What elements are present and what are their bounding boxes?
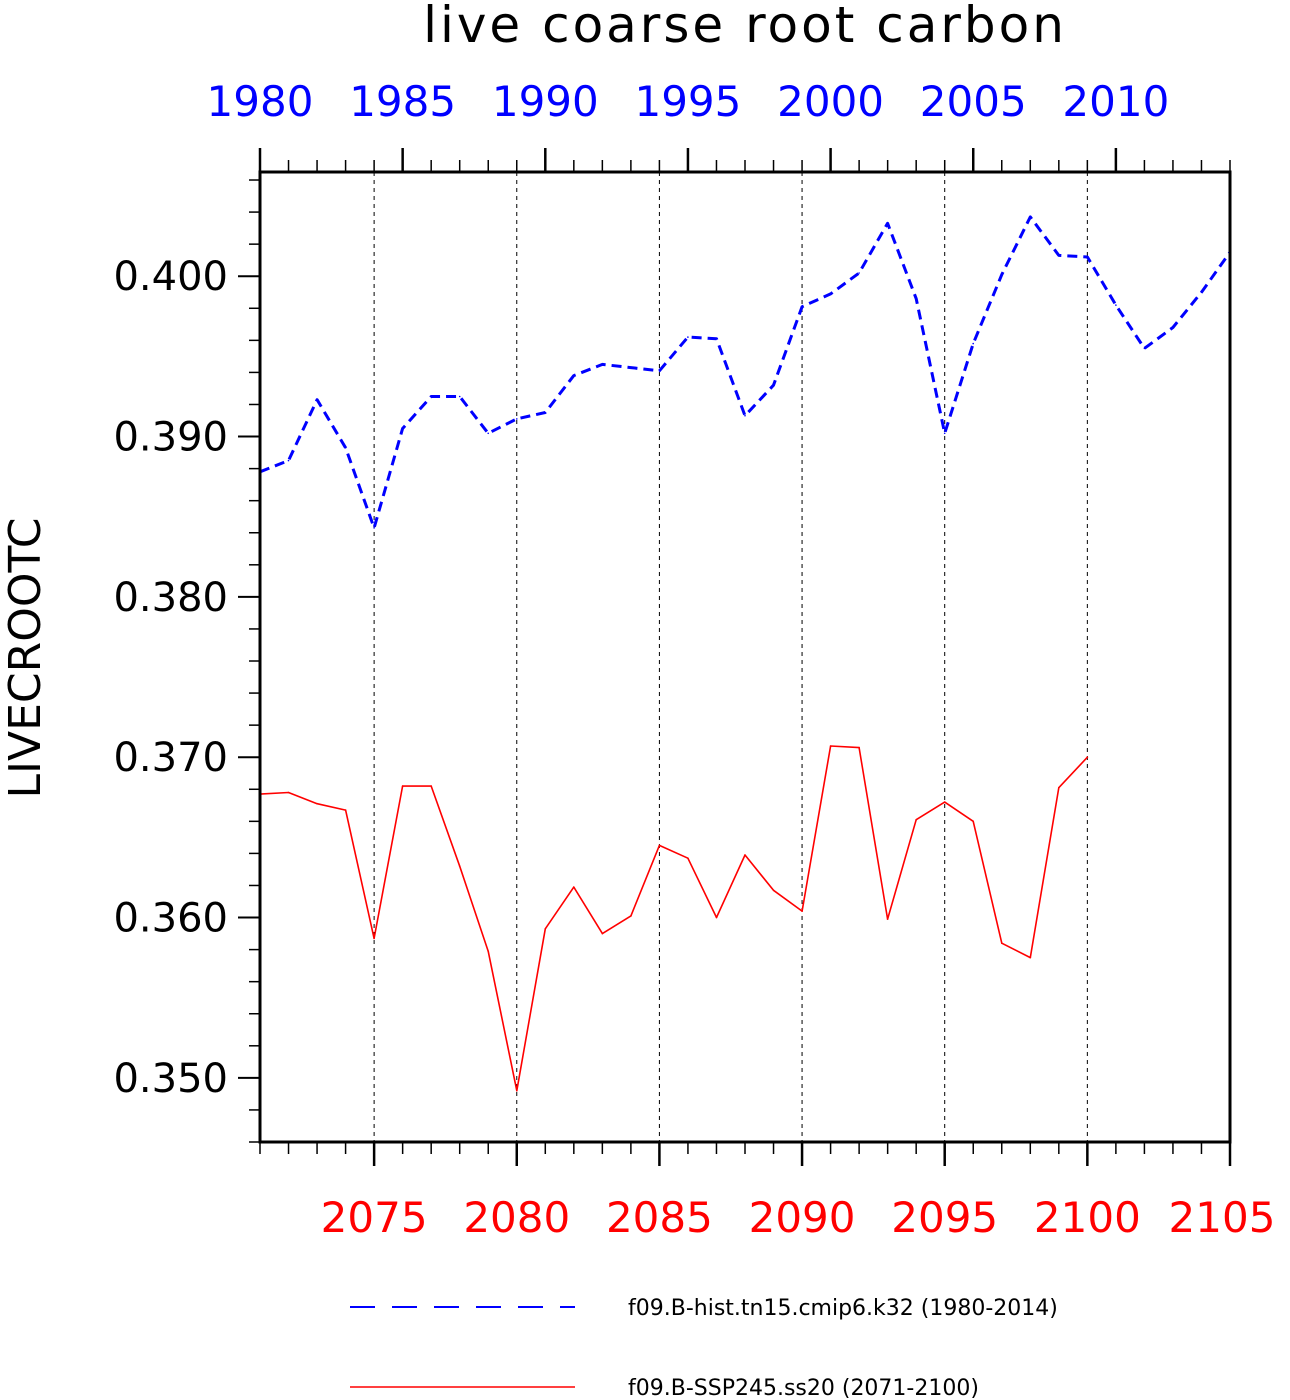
top-tick-label: 1985 [349, 77, 456, 126]
data-point-0 [915, 297, 917, 300]
bottom-tick-label: 2085 [606, 1193, 713, 1242]
y-tick-label: 0.400 [113, 254, 228, 300]
data-point-1 [458, 865, 461, 867]
y-tick-label: 0.350 [113, 1056, 228, 1102]
data-point-1 [1058, 786, 1060, 789]
data-point-0 [1086, 256, 1089, 258]
legend: f09.B-hist.tn15.cmip6.k32 (1980-2014) f09… [350, 1296, 1058, 1400]
bottom-tick-label: 2100 [1034, 1193, 1141, 1242]
y-tick-label: 0.370 [113, 735, 228, 781]
data-point-0 [943, 432, 946, 435]
y-axis-label: LIVECROOTC [0, 518, 51, 799]
data-point-0 [401, 427, 404, 430]
data-point-0 [801, 305, 803, 308]
data-point-0 [601, 363, 604, 366]
bottom-tick-label: 2095 [891, 1193, 998, 1242]
data-point-0 [516, 418, 518, 420]
data-point-0 [1115, 304, 1117, 306]
data-point-0 [544, 411, 547, 414]
data-point-1 [316, 802, 318, 805]
data-point-1 [487, 950, 490, 952]
data-point-0 [886, 222, 889, 225]
top-tick-label: 2005 [920, 77, 1027, 126]
data-point-0 [658, 370, 661, 372]
chart-title: live coarse root carbon [423, 0, 1067, 54]
data-point-1 [715, 916, 718, 919]
data-point-1 [544, 928, 547, 930]
data-point-0 [1029, 216, 1032, 218]
data-point-1 [287, 791, 290, 794]
data-point-0 [287, 459, 290, 462]
data-point-1 [772, 889, 775, 892]
data-point-1 [886, 918, 889, 920]
data-point-0 [373, 527, 375, 529]
data-point-1 [858, 746, 860, 749]
y-tick-label: 0.380 [113, 575, 228, 621]
data-point-1 [373, 937, 375, 940]
data-point-0 [344, 447, 347, 449]
legend-label-0: f09.B-hist.tn15.cmip6.k32 (1980-2014) [628, 1296, 1058, 1321]
data-point-1 [801, 910, 803, 912]
data-point-0 [458, 395, 461, 398]
data-point-1 [943, 801, 946, 803]
data-point-0 [487, 432, 490, 435]
data-point-1 [744, 854, 746, 856]
bottom-tick-label: 2075 [321, 1193, 428, 1242]
legend-label-1: f09.B-SSP245.ss20 (2071-2100) [628, 1376, 979, 1400]
bottom-tick-label: 2105 [1169, 1193, 1276, 1242]
top-tick-label: 2010 [1062, 77, 1169, 126]
data-point-0 [430, 395, 433, 398]
series-line-0 [259, 215, 1232, 530]
data-point-1 [344, 809, 347, 811]
top-tick-label: 1980 [207, 77, 314, 126]
data-point-0 [829, 293, 832, 295]
data-point-1 [829, 745, 832, 747]
data-point-1 [430, 785, 433, 787]
data-point-0 [1143, 347, 1146, 350]
data-point-1 [401, 785, 404, 787]
data-point-0 [687, 336, 689, 338]
data-point-0 [744, 414, 746, 417]
data-point-1 [915, 818, 917, 821]
y-tick-label: 0.360 [113, 896, 228, 942]
data-point-1 [658, 844, 661, 847]
data-point-0 [630, 366, 632, 369]
data-point-0 [858, 272, 860, 274]
data-point-0 [1172, 326, 1174, 329]
top-tick-label: 1995 [634, 77, 741, 126]
series-layer [259, 215, 1232, 1092]
data-point-0 [1001, 273, 1003, 276]
bottom-tick-label: 2090 [749, 1193, 856, 1242]
data-point-1 [972, 820, 974, 823]
bottom-tick-label: 2080 [463, 1193, 570, 1242]
data-point-1 [1086, 756, 1089, 758]
series-line-1 [259, 745, 1088, 1092]
data-point-0 [316, 398, 318, 401]
plot-frame [258, 170, 1232, 1144]
data-point-1 [1029, 956, 1032, 959]
data-point-1 [573, 886, 575, 888]
data-point-0 [573, 374, 575, 377]
data-point-0 [1200, 291, 1203, 294]
data-point-0 [772, 384, 775, 387]
top-tick-label: 1990 [492, 77, 599, 126]
data-point-1 [601, 932, 604, 935]
data-point-1 [516, 1089, 518, 1092]
top-tick-label: 2000 [777, 77, 884, 126]
axes: 0.350 0.360 0.370 0.380 0.390 0.400 1980 1985 19… [113, 77, 1275, 1242]
data-point-0 [715, 337, 718, 340]
y-tick-label: 0.390 [113, 415, 228, 461]
data-point-0 [972, 342, 974, 345]
data-point-1 [630, 915, 632, 917]
data-point-1 [1001, 942, 1003, 944]
data-point-1 [687, 857, 689, 859]
grid-lines [373, 172, 1088, 1142]
data-point-0 [1058, 254, 1060, 257]
